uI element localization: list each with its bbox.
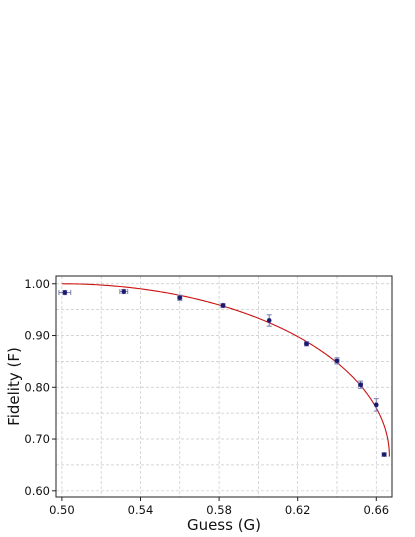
data-point-marker [373,402,379,408]
x-tick-label: 0.66 [363,503,389,517]
data-point-marker [381,452,387,457]
data-point-marker [220,303,226,308]
data-point [381,452,387,458]
x-tick-label: 0.50 [49,503,75,517]
data-point [119,288,129,295]
y-tick-label: 0.70 [24,432,50,446]
x-axis-ticks: 0.50 0.54 0.58 0.62 0.66 [49,497,389,517]
data-point-marker [177,295,183,301]
y-tick-label: 0.60 [24,484,50,498]
data-point-marker [121,289,127,294]
y-axis-ticks: 0.60 0.70 0.80 0.90 1.00 [24,277,56,498]
data-point [220,302,226,309]
grid [56,276,392,497]
y-tick-label: 1.00 [24,277,50,291]
data-point [334,357,340,365]
y-tick-label: 0.80 [24,380,50,394]
data-point-marker [266,318,272,323]
x-tick-label: 0.54 [128,503,154,517]
data-point [58,289,72,296]
data-points-layer [58,288,387,458]
x-axis-label: Guess (G) [187,516,261,534]
data-point-marker [334,358,340,364]
data-point [304,341,310,347]
y-axis-label: Fidelity (F) [5,347,23,426]
data-point [373,398,379,412]
x-tick-label: 0.62 [285,503,311,517]
data-point [358,380,364,389]
data-point [177,294,183,301]
y-tick-label: 0.90 [24,329,50,343]
data-point-marker [62,290,68,295]
x-tick-label: 0.58 [206,503,232,517]
plot-frame [55,275,393,498]
data-point-marker [358,382,363,387]
data-point-marker [304,341,309,347]
data-point [266,314,272,327]
